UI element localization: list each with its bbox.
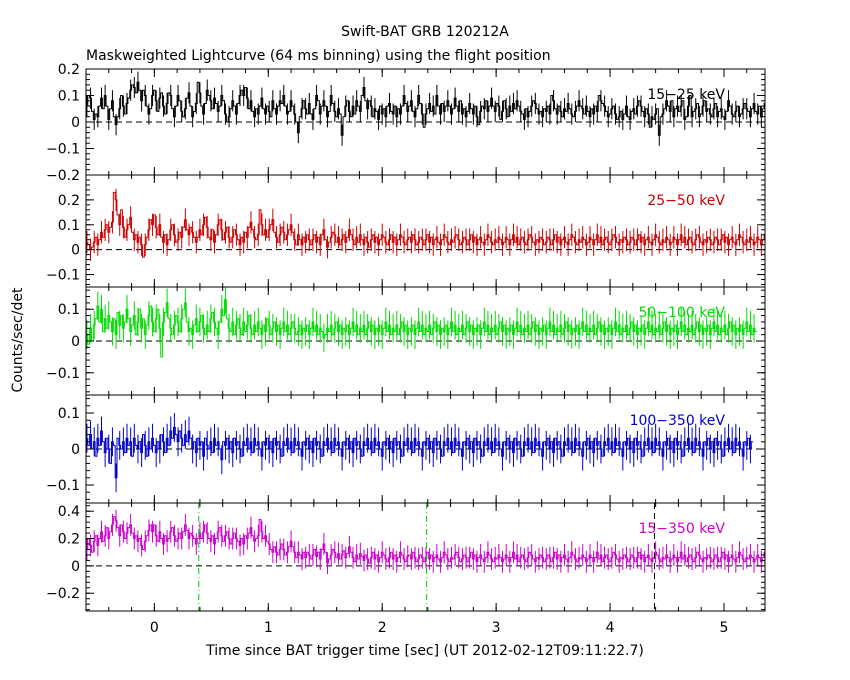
- x-tick-label: 0: [150, 620, 159, 636]
- x-tick-label: 5: [720, 620, 729, 636]
- panel-3: −0.1 0 0.1 50−100 keV: [46, 286, 766, 396]
- x-tick-label: 4: [606, 620, 615, 636]
- series-1: [86, 71, 765, 146]
- panel-frame: [85, 502, 766, 612]
- panel-5: −0.2 0 0.2 0.4 15−350 keV: [46, 502, 766, 612]
- x-tick-label: 2: [378, 620, 387, 636]
- y-tick-label: −0.1: [46, 142, 80, 158]
- y-tick-label: 0: [71, 334, 80, 350]
- y-tick-label: 0.2: [58, 193, 80, 209]
- y-tick-label: 0.2: [58, 532, 80, 548]
- y-tick-label: 0.4: [58, 504, 80, 520]
- y-tick-label: −0.2: [46, 586, 80, 602]
- y-tick-label: −0.2: [46, 168, 80, 184]
- series-4: [86, 413, 754, 493]
- band-label: 50−100 keV: [638, 305, 725, 321]
- panel-2: −0.1 0 0.1 0.2 25−50 keV: [46, 174, 766, 288]
- y-tick-label: 0: [71, 115, 80, 131]
- y-tick-label: 0.1: [58, 89, 80, 105]
- y-tick-label: 0.2: [58, 62, 80, 78]
- series-2: [86, 188, 765, 261]
- chart-title: Swift-BAT GRB 120212A: [341, 24, 509, 40]
- y-tick-label: −0.1: [46, 268, 80, 284]
- lightcurve-line: [86, 81, 765, 136]
- y-tick-label: 0: [71, 559, 80, 575]
- band-label: 100−350 keV: [630, 413, 726, 429]
- series-3: [86, 287, 757, 358]
- series-5: [86, 509, 765, 575]
- band-label: 25−50 keV: [647, 193, 725, 209]
- y-tick-label: 0: [71, 442, 80, 458]
- band-label: 15−350 keV: [638, 521, 725, 537]
- y-axis-label: Counts/sec/det: [10, 287, 26, 392]
- lightcurve-line: [86, 426, 754, 479]
- x-axis-label: Time since BAT trigger time [sec] (UT 20…: [205, 643, 644, 659]
- x-tick-label: 3: [492, 620, 501, 636]
- plot-area: −0.2 −0.1 0 0.1 0.2 15−25 keV −0.1 0 0.1 0.2 25−50…: [46, 62, 766, 636]
- lightcurve-line: [86, 516, 765, 564]
- y-tick-label: 0.1: [58, 406, 80, 422]
- lightcurve-line: [86, 299, 757, 358]
- panel-4: −0.1 0 0.1 100−350 keV: [46, 394, 766, 504]
- y-tick-label: 0.1: [58, 218, 80, 234]
- chart-subtitle: Maskweighted Lightcurve (64 ms binning) …: [86, 48, 551, 64]
- lightcurve-line: [86, 191, 765, 258]
- band-label: 15−25 keV: [647, 87, 725, 103]
- y-tick-label: 0: [71, 243, 80, 259]
- y-tick-label: 0.1: [58, 302, 80, 318]
- y-tick-label: −0.1: [46, 478, 80, 494]
- panel-1: −0.2 −0.1 0 0.1 0.2 15−25 keV: [46, 62, 766, 184]
- y-tick-label: −0.1: [46, 366, 80, 382]
- x-tick-label: 1: [264, 620, 273, 636]
